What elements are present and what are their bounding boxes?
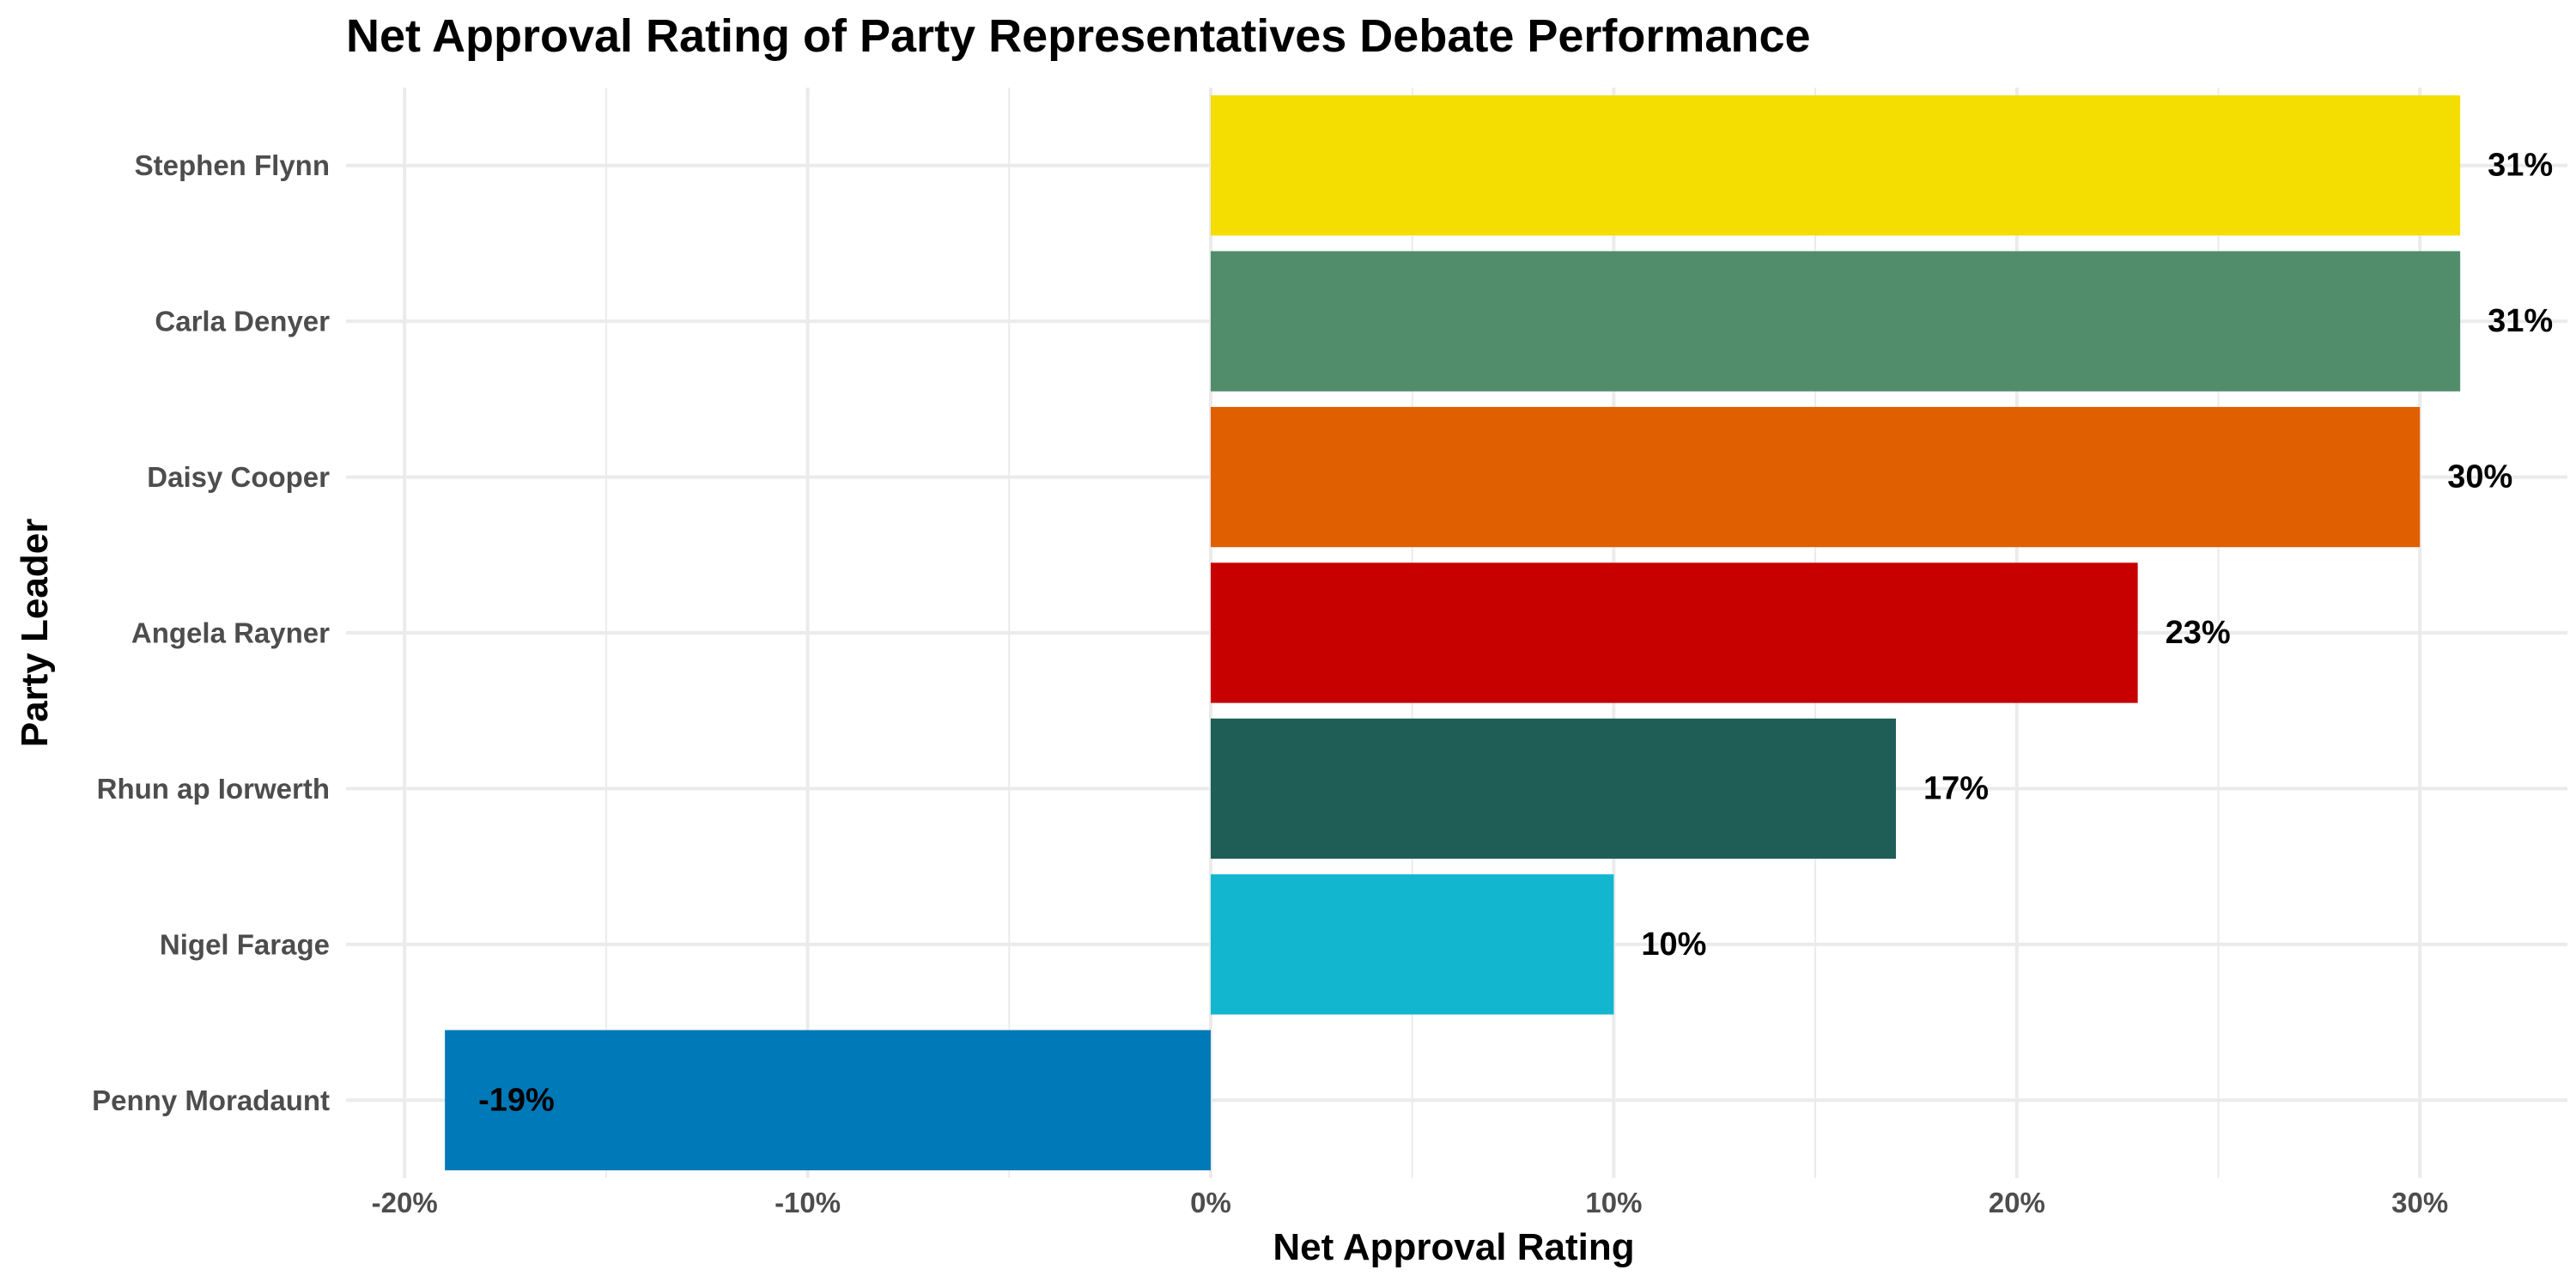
y-tick-label: Angela Rayner: [131, 617, 330, 649]
bar: [1211, 406, 2421, 548]
x-tick-label: 30%: [2391, 1187, 2448, 1218]
bar: [1211, 251, 2461, 392]
x-tick-label: 0%: [1190, 1187, 1231, 1218]
bar-value-label: 31%: [2488, 148, 2553, 184]
bar: [1211, 874, 1614, 1015]
chart-title: Net Approval Rating of Party Representat…: [346, 10, 1811, 62]
y-tick-label: Stephen Flynn: [135, 149, 330, 181]
bar-value-label: 17%: [1923, 770, 1989, 806]
x-tick-label: -20%: [372, 1187, 438, 1218]
bar-value-label: 10%: [1641, 927, 1706, 963]
bar: [445, 1030, 1211, 1170]
x-tick-label: -10%: [775, 1187, 841, 1218]
bar: [1211, 95, 2461, 236]
x-tick-label: 10%: [1585, 1187, 1642, 1218]
bar-value-label: 30%: [2447, 459, 2512, 495]
y-tick-label: Rhun ap Iorwerth: [97, 773, 330, 805]
bar-value-label: 23%: [2166, 615, 2231, 651]
data-labels: 31% 31% 30% 23% 17% 10% -19%: [478, 148, 2553, 1119]
y-tick-label: Penny Moradaunt: [92, 1084, 330, 1116]
bar-value-label: -19%: [478, 1082, 555, 1118]
y-axis-tick-labels: Stephen Flynn Carla Denyer Daisy Cooper Ang…: [92, 149, 330, 1116]
bar: [1211, 718, 1896, 860]
bars: [445, 95, 2461, 1170]
y-axis-title: Party Leader: [14, 519, 56, 748]
x-tick-label: 20%: [1989, 1187, 2045, 1218]
y-tick-label: Carla Denyer: [155, 306, 330, 337]
bar: [1211, 562, 2138, 703]
y-tick-label: Nigel Farage: [160, 928, 330, 960]
x-axis-tick-labels: -20% -10% 0% 10% 20% 30%: [372, 1187, 2449, 1218]
x-axis-title: Net Approval Rating: [1273, 1226, 1634, 1268]
y-tick-label: Daisy Cooper: [147, 461, 330, 493]
bar-value-label: 31%: [2488, 303, 2553, 339]
